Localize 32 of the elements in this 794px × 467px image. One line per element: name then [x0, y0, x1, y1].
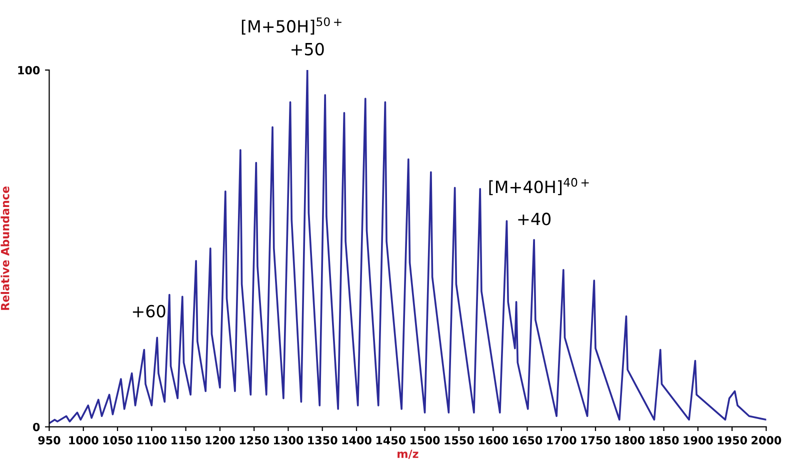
annotation: +50	[292, 42, 324, 56]
x-tick-label: 1700	[547, 436, 576, 444]
annotation: [M+40H]$^{40+}$	[489, 178, 589, 196]
x-tick-label: 1950	[718, 436, 747, 444]
x-tick-label: 1900	[684, 436, 713, 444]
y-axis-title: Relative Abundance	[0, 186, 10, 310]
x-tick-label: 2000	[752, 436, 782, 444]
x-tick-label: 950	[38, 436, 60, 444]
x-tick-label: 1150	[172, 436, 201, 444]
x-tick-label: 1750	[581, 436, 610, 444]
annotation: +40	[518, 212, 551, 226]
annotation: +60	[132, 304, 166, 318]
y-tick-label: 100	[18, 66, 40, 74]
x-tick-label: 1400	[342, 436, 372, 444]
x-axis-title: m/z	[398, 450, 418, 459]
line-series	[49, 70, 766, 424]
x-tick-label: 1650	[513, 436, 542, 444]
x-tick-label: 1850	[650, 436, 679, 444]
x-tick-label: 1000	[69, 436, 98, 444]
x-tick-label: 1600	[478, 436, 508, 444]
x-tick-label: 1450	[376, 436, 406, 444]
x-tick-label: 1800	[615, 436, 645, 444]
x-tick-label: 1550	[444, 436, 474, 444]
x-tick-label: 1250	[240, 436, 270, 444]
x-tick-label: 1200	[206, 436, 235, 444]
text: [M+50H]$^{50+}$	[242, 17, 342, 35]
x-tick-label: 1050	[103, 436, 132, 444]
x-tick-label: 1100	[137, 436, 167, 444]
y-tick-label: 0	[33, 422, 40, 432]
x-tick-label: 1300	[274, 436, 304, 444]
x-tick-label: 1350	[308, 436, 338, 444]
x-tick-label: 1500	[410, 436, 440, 444]
